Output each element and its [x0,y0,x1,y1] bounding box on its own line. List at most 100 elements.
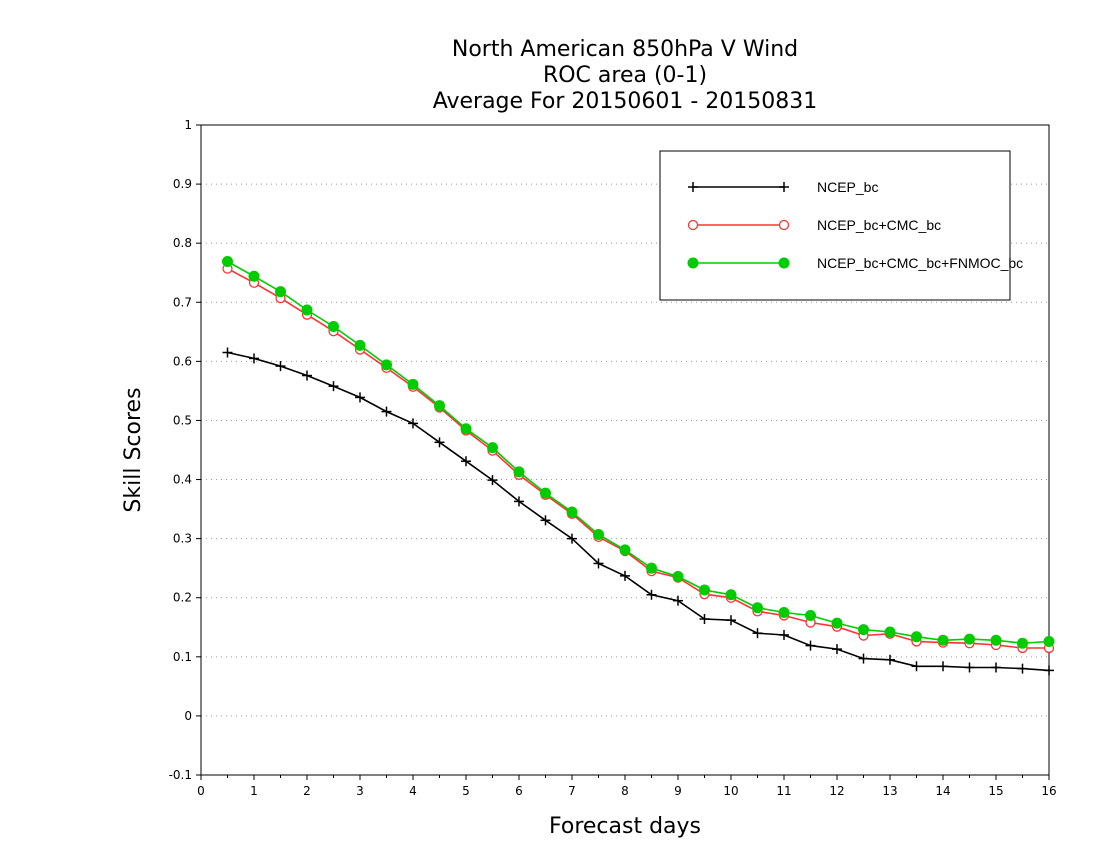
data-point [726,615,736,626]
legend-marker-start [687,219,699,231]
data-point [831,617,843,629]
series-1 [222,263,1055,654]
data-point [434,437,445,448]
data-point [911,661,922,672]
x-tick-label: 0 [197,784,205,798]
data-point [725,589,737,601]
y-tick-label: 0.7 [173,295,192,309]
y-tick-label: -0.1 [169,768,192,782]
data-point [249,353,259,364]
series-line-0 [227,351,1050,672]
data-point [513,466,525,478]
y-tick-label: 0.5 [173,413,192,427]
data-point [407,378,419,390]
legend-item-0: NCEP_bc [688,179,878,195]
data-point [540,487,551,499]
data-point [222,256,233,267]
data-point [1043,635,1055,647]
data-point [302,370,312,381]
data-point [884,626,896,638]
legend-item-2: NCEP_bc+CMC_bc+FNMOC_bc [687,255,1023,271]
series-line-1 [227,267,1049,649]
x-tick-label: 2 [303,784,311,798]
series-2 [222,256,1055,649]
y-axis-label: Skill Scores [121,387,146,512]
x-tick-label: 5 [462,784,470,798]
x-tick-label: 6 [515,784,523,798]
data-point [938,661,948,672]
legend-item-1: NCEP_bc+CMC_bc [687,217,941,233]
x-tick-label: 12 [829,784,844,798]
data-point [752,628,763,639]
data-point [593,529,604,540]
legend-label: NCEP_bc+CMC_bc+FNMOC_bc [817,255,1023,271]
data-point [567,533,577,544]
x-tick-label: 11 [776,784,791,798]
x-tick-label: 14 [935,784,950,798]
x-tick-label: 3 [356,784,364,798]
x-tick-label: 1 [250,784,258,798]
chart-title-line-1: North American 850hPa V Wind [451,37,799,62]
x-tick-label: 9 [674,784,682,798]
data-point [964,633,975,645]
data-point [646,589,657,600]
y-tick-label: 0.1 [173,650,192,664]
data-point [248,270,260,282]
data-point [460,423,472,435]
legend-label: NCEP_bc+CMC_bc [817,217,941,233]
y-tick-label: 1 [184,118,192,132]
data-point [752,602,763,614]
data-point [937,634,949,646]
data-point [222,347,233,358]
data-point [540,515,551,526]
data-point [593,558,604,569]
data-point [858,624,869,636]
data-point [355,392,365,403]
data-point [805,609,816,621]
data-point [514,496,524,507]
y-tick-label: 0.8 [173,236,192,250]
y-tick-label: 0.2 [173,591,192,605]
x-tick-label: 10 [723,784,738,798]
chart-title-line-3: Average For 20150601 - 20150831 [432,89,818,114]
legend-marker-end [778,257,790,269]
data-point [408,418,418,429]
data-point [434,400,445,412]
data-point [620,570,630,581]
x-tick-label: 13 [882,784,897,798]
data-point [461,456,471,467]
chart-title-line-2: ROC area (0-1) [542,63,708,88]
data-point [328,321,339,332]
data-point [779,629,789,640]
data-point [990,634,1002,646]
data-point [487,475,498,486]
legend-marker-start [687,257,699,269]
legend-marker-end [779,182,789,192]
data-point [566,506,578,518]
series-0 [222,347,1054,676]
x-tick-label: 4 [409,784,417,798]
data-point [381,406,392,417]
data-point [964,662,975,673]
data-point [672,570,684,582]
legend-label: NCEP_bc [817,179,878,195]
data-point [805,640,816,651]
x-tick-label: 15 [988,784,1003,798]
legend: NCEP_bc NCEP_bc+CMC_bc NCEP_bc+CMC_bc+FNMO… [659,150,1023,301]
y-tick-label: 0.6 [173,354,192,368]
data-point [1017,663,1028,674]
y-tick-label: 0 [184,709,192,723]
x-tick-label: 7 [568,784,576,798]
legend-marker-start [688,182,698,192]
data-point [354,339,366,351]
data-point [911,631,922,643]
data-point [858,653,869,664]
data-point [1044,665,1054,676]
data-point [699,614,710,624]
series-layer [222,256,1055,676]
legend-marker-end [778,219,790,231]
x-tick-label: 8 [621,784,629,798]
tick-layer: -0.100.10.20.30.40.50.60.70.80.910 1 2 3 4 5 6… [169,118,1057,798]
y-tick-label: 0.3 [173,532,192,546]
